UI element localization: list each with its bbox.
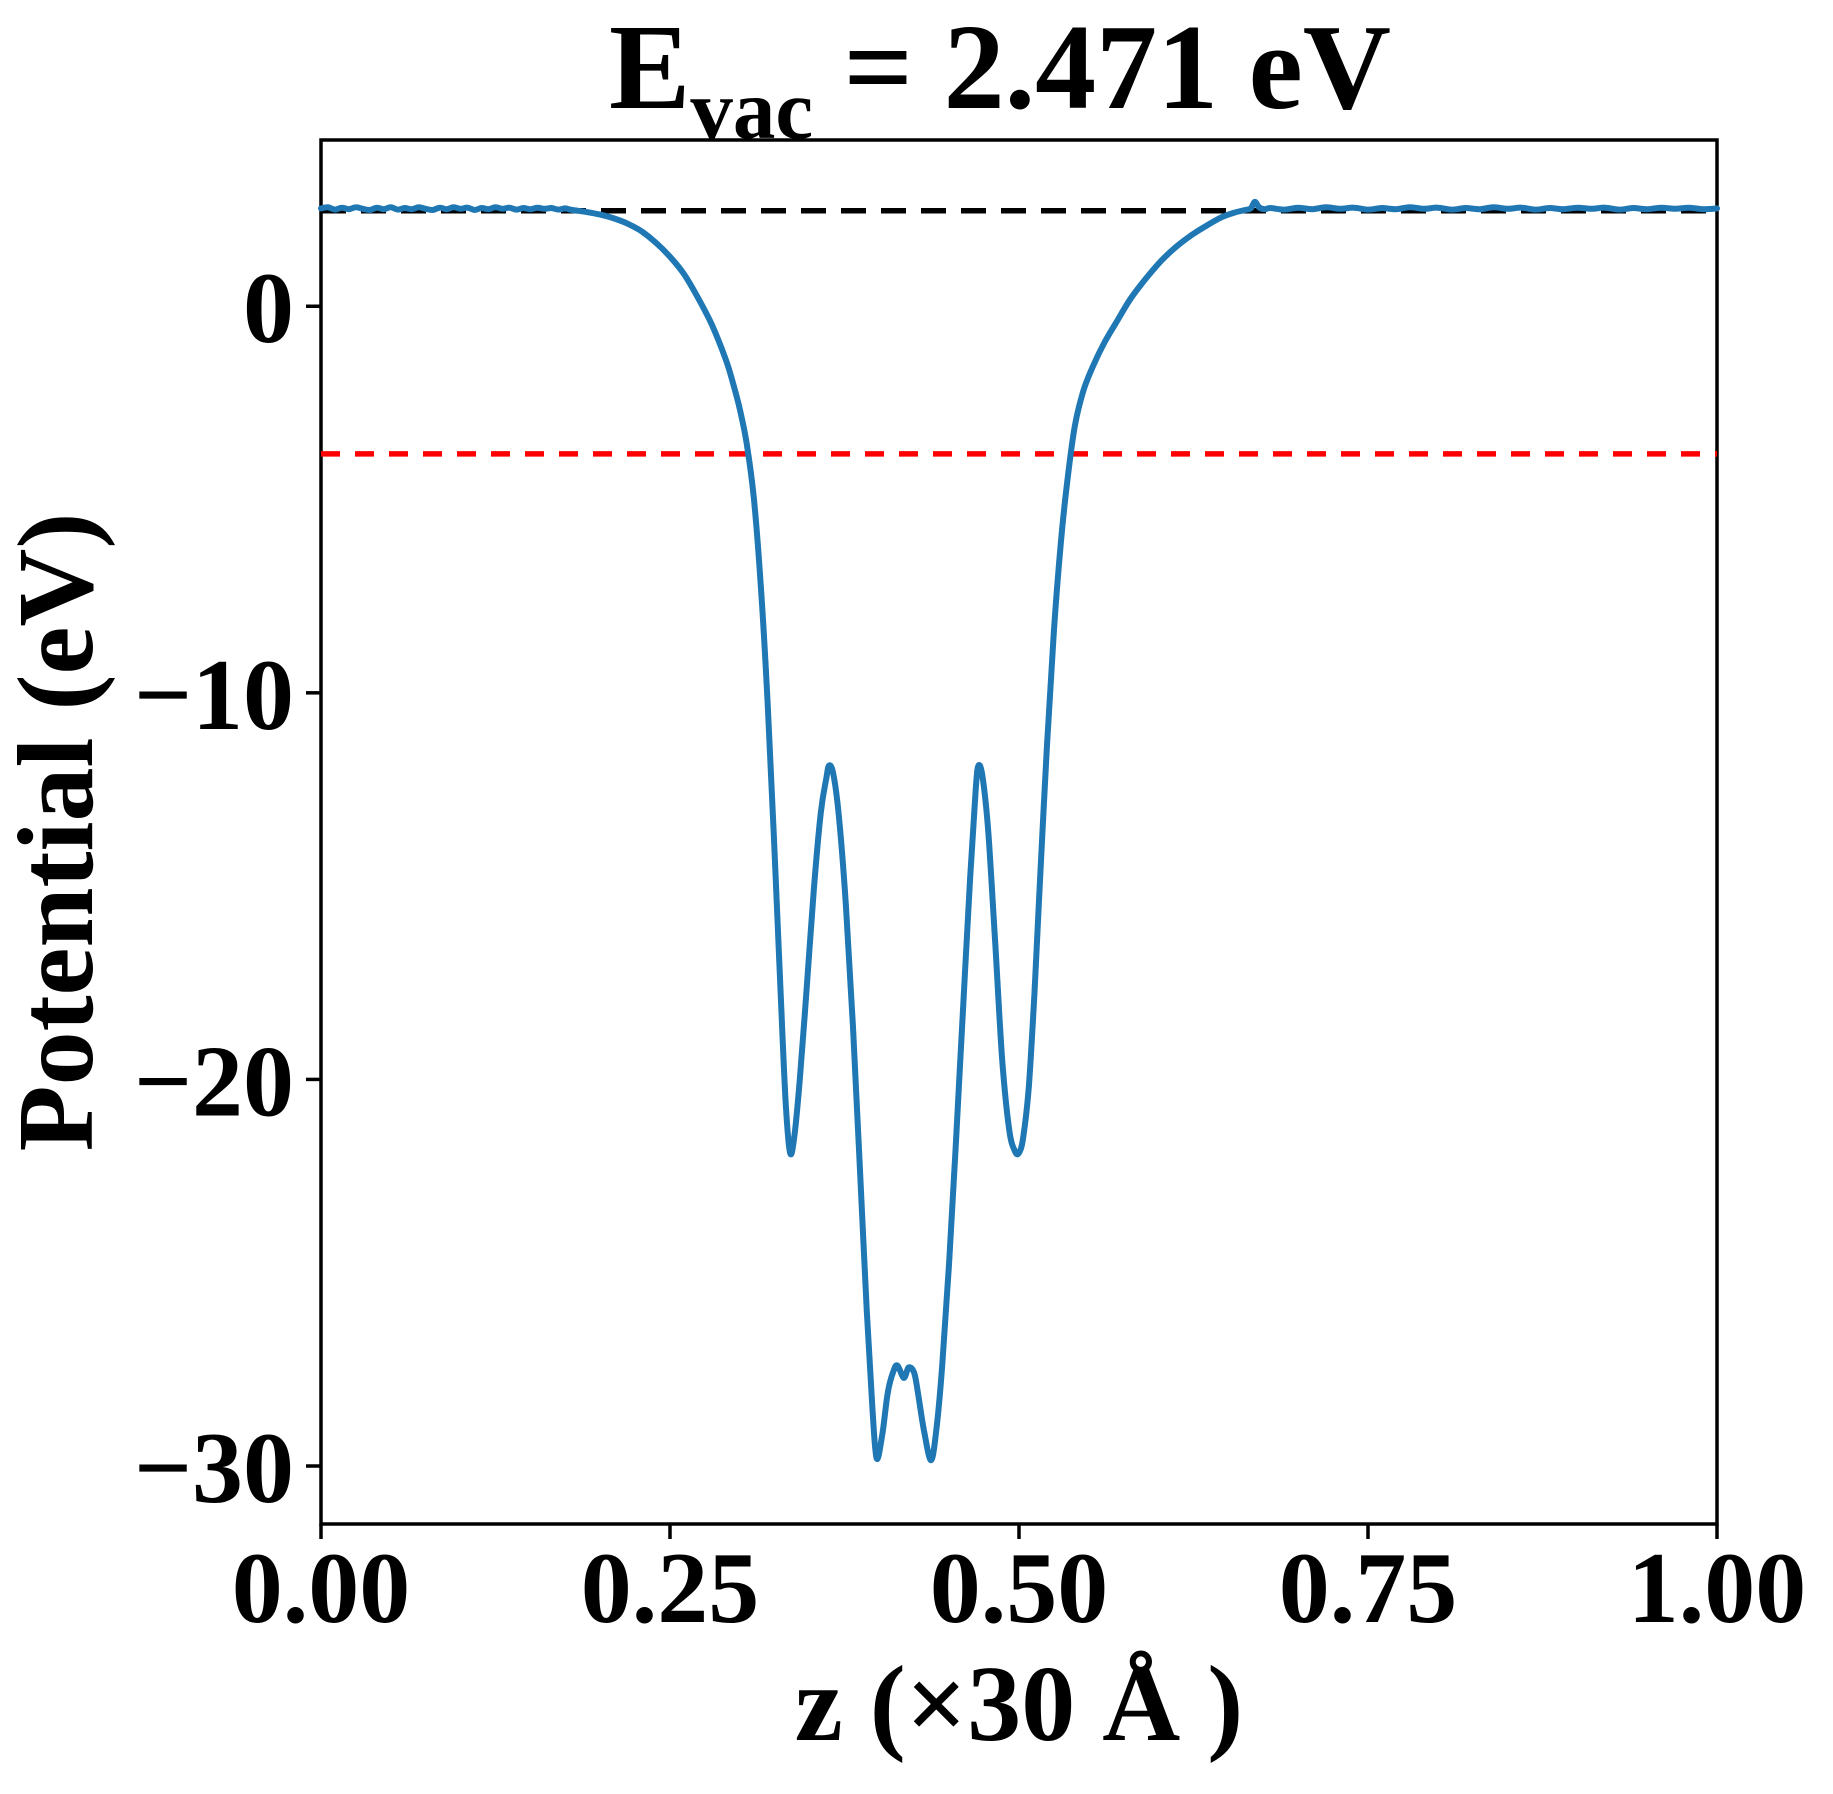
y-tick-label: −30 [134, 1412, 294, 1525]
x-tick-label: 0.00 [232, 1532, 411, 1645]
x-axis-ticks: 0.00 0.25 0.50 0.75 1.00 [232, 1524, 1807, 1645]
y-tick-label: −20 [134, 1025, 294, 1138]
title-subscript: vac [690, 63, 813, 157]
plot-frame [319, 138, 1719, 1526]
title-value: = 2.471 eV [813, 0, 1391, 135]
x-tick-label: 1.00 [1628, 1532, 1807, 1645]
y-axis-ticks: 0 −10 −20 −30 [134, 252, 321, 1525]
x-tick-label: 0.25 [581, 1532, 760, 1645]
y-tick-label: −10 [134, 639, 294, 752]
x-tick-label: 0.50 [930, 1532, 1109, 1645]
chart-title: Evac = 2.471 eV [609, 0, 1391, 157]
y-tick-label: 0 [243, 252, 294, 365]
title-symbol: E [609, 0, 690, 135]
y-axis-label: Potential (eV) [0, 513, 116, 1152]
potential-curve [318, 198, 1720, 1464]
x-axis-label: z (×30 Å ) [795, 1645, 1243, 1764]
x-tick-label: 0.75 [1279, 1532, 1458, 1645]
